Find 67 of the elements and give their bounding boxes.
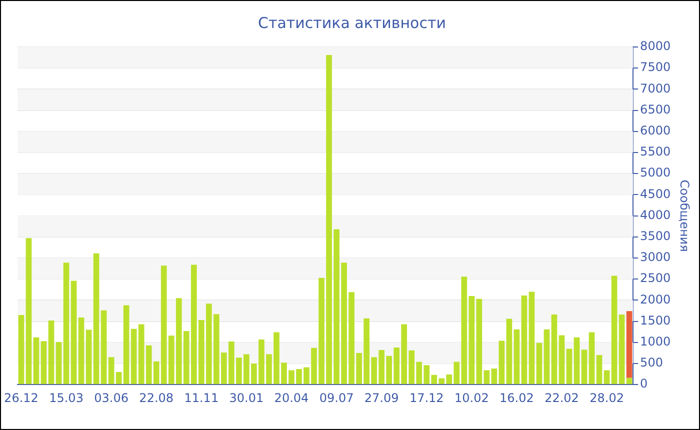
x-tick-label: 22.02 [544, 390, 579, 405]
bar [626, 311, 632, 378]
y-axis-title: Сообщения [678, 180, 692, 252]
x-tick-label: 30.01 [229, 390, 264, 405]
bar [574, 337, 580, 384]
bar [514, 329, 520, 384]
y-tick-label: 1000 [640, 334, 671, 349]
x-tick-label: 28.02 [590, 390, 624, 405]
y-tick-label: 2500 [640, 271, 671, 286]
bar [70, 280, 77, 384]
y-tick-label: 500 [640, 356, 663, 370]
x-tick-label: 26.12 [4, 390, 38, 405]
bar [596, 355, 602, 384]
y-tick-label: 3500 [640, 229, 671, 244]
y-tick-label: 5000 [640, 166, 671, 180]
chart-title: Статистика активности [258, 14, 446, 32]
x-tick-label: 16.02 [500, 390, 534, 405]
y-tick-label: 4000 [640, 208, 671, 222]
bar [581, 350, 588, 384]
y-tick-label: 0 [640, 376, 648, 391]
bar [551, 314, 558, 384]
y-tick-label: 4500 [640, 186, 671, 201]
bar [63, 262, 70, 384]
bar [86, 330, 92, 384]
bar [506, 318, 512, 384]
y-tick-label: 7500 [640, 60, 671, 74]
bar [18, 314, 24, 384]
bar [521, 296, 528, 384]
y-tick-label: 6000 [640, 124, 671, 138]
bar [536, 342, 542, 384]
x-tick-label: 15.03 [49, 390, 84, 405]
y-tick-label: 5500 [640, 144, 671, 159]
bar [33, 337, 40, 384]
x-tick-label: 10.02 [454, 390, 489, 405]
y-tick-label: 3000 [640, 250, 671, 264]
y-tick-label: 7000 [640, 81, 671, 96]
bar [108, 357, 114, 384]
x-tick-label: 27.09 [364, 390, 399, 405]
y-tick-label: 2000 [640, 292, 671, 306]
y-tick-label: 1500 [640, 313, 671, 328]
bar [100, 310, 107, 384]
x-tick-label: 11.11 [184, 390, 219, 405]
bar [588, 332, 595, 384]
bar [558, 335, 565, 384]
bar [498, 340, 505, 384]
bar [618, 314, 625, 384]
x-tick-label: 09.07 [319, 390, 354, 405]
y-tick-label: 6500 [640, 102, 671, 116]
bar [611, 276, 618, 384]
x-tick-label: 20.04 [274, 390, 309, 405]
bar [56, 342, 62, 384]
bar [604, 370, 610, 384]
bar [40, 341, 47, 384]
bar [491, 368, 498, 384]
bar [48, 320, 54, 384]
y-tick-label: 8000 [640, 39, 671, 54]
bar [26, 238, 32, 384]
bar [93, 253, 100, 384]
bar [528, 292, 535, 384]
x-tick-label: 03.06 [94, 390, 128, 405]
bar [544, 329, 550, 384]
bar [78, 318, 84, 384]
bar [566, 348, 572, 384]
bar [626, 378, 632, 384]
x-tick-label: 17.12 [409, 390, 444, 405]
bar [116, 372, 122, 384]
x-tick-label: 22.08 [139, 390, 174, 405]
